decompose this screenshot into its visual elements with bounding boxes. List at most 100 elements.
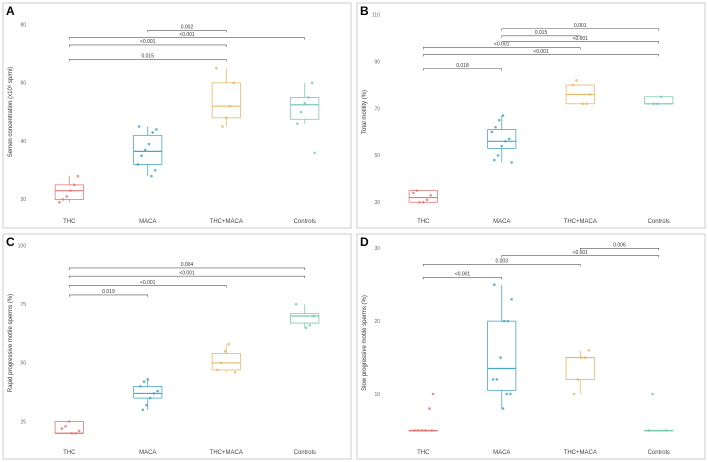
data-point	[651, 392, 654, 396]
chart-panel-d: D 10 20 30 Slow progressive motile sperms (%…	[354, 231, 708, 462]
bracket-line	[422, 277, 503, 280]
p-value-label: <0.001	[179, 32, 195, 38]
box-controls	[644, 96, 674, 105]
bracket-line	[422, 47, 581, 50]
data-point	[216, 368, 219, 372]
y-tick-label: 90	[374, 59, 380, 65]
bracket-line	[422, 54, 660, 57]
x-tick-label: THC	[417, 450, 430, 456]
y-tick-label: 25	[20, 419, 26, 425]
data-point	[506, 319, 510, 323]
x-tick-label: MACA	[493, 219, 510, 225]
bracket-line	[501, 41, 660, 44]
data-point	[510, 161, 513, 164]
data-point	[137, 125, 141, 128]
data-point	[61, 198, 65, 201]
comparison-bracket: 0.018	[422, 63, 503, 71]
data-point	[313, 151, 316, 155]
data-point	[580, 356, 583, 359]
comparison-bracket: 0.019	[68, 289, 149, 297]
bracket-line	[68, 37, 306, 40]
p-value-label: 0.004	[181, 262, 194, 268]
box-body	[211, 353, 241, 371]
bracket-line	[501, 35, 581, 38]
x-tick-label: Controls	[294, 219, 316, 225]
data-point	[76, 174, 80, 178]
box-thc-maca	[211, 344, 241, 373]
box-body	[290, 97, 320, 120]
data-point	[233, 371, 237, 374]
x-tick-label: THC+MACA	[210, 450, 243, 456]
p-value-label: 0.015	[535, 30, 548, 36]
y-tick-label: 100	[18, 243, 27, 249]
comparison-bracket: 0.002	[147, 25, 227, 33]
bracket-line	[422, 264, 581, 267]
p-value-label: <0.001	[494, 42, 510, 48]
x-tick-label: MACA	[139, 450, 156, 456]
comparison-bracket: 0.004	[68, 262, 306, 270]
y-tick-label: 75	[20, 302, 26, 308]
data-point	[146, 378, 150, 381]
comparison-bracket: 0.006	[579, 242, 660, 251]
data-point	[572, 392, 576, 396]
data-point	[430, 429, 434, 432]
p-value-label: 0.001	[574, 23, 587, 29]
data-point	[647, 429, 651, 432]
bracket-line	[68, 59, 227, 62]
y-tick-label: 50	[20, 361, 26, 367]
data-point	[143, 148, 147, 152]
data-point	[652, 102, 656, 106]
data-point	[500, 144, 504, 148]
p-value-label: <0.001	[573, 250, 589, 256]
data-point	[576, 378, 580, 381]
data-point	[299, 110, 303, 114]
x-tick-label: MACA	[139, 219, 156, 225]
p-value-label: 0.002	[181, 25, 194, 31]
data-point	[424, 429, 428, 432]
box-body	[487, 129, 517, 149]
box-body	[211, 82, 241, 119]
box-body	[290, 313, 320, 324]
data-point	[77, 429, 81, 433]
data-point	[431, 392, 435, 396]
y-tick-label: 10	[374, 392, 380, 398]
y-tick-label: 20	[20, 197, 26, 203]
bracket-line	[68, 294, 149, 297]
p-value-label: <0.001	[455, 272, 471, 278]
comparison-bracket: <0.001	[422, 272, 503, 280]
data-point	[509, 392, 512, 396]
x-tick-label: MACA	[493, 450, 510, 456]
chart-panel-c: C 25 50 75 100 Rapid progressive motile sperm…	[0, 231, 354, 462]
data-point	[140, 154, 143, 158]
data-point	[659, 95, 663, 99]
comparison-bracket: <0.001	[422, 42, 581, 50]
x-tick-label: Controls	[294, 450, 316, 456]
data-point	[587, 348, 591, 352]
data-point	[65, 195, 69, 198]
panel-letter: A	[6, 4, 15, 18]
comparison-bracket: <0.001	[422, 49, 660, 57]
data-point	[415, 189, 419, 192]
data-point	[58, 201, 61, 204]
data-point	[504, 140, 507, 143]
data-point	[413, 429, 416, 432]
panel-letter: B	[360, 4, 369, 18]
box-body	[487, 320, 517, 391]
p-value-label: <0.001	[140, 280, 156, 286]
x-tick-label: THC	[63, 450, 76, 456]
y-tick-label: 40	[20, 139, 26, 145]
data-point	[145, 403, 148, 407]
panel-letter: D	[360, 235, 369, 249]
comparison-bracket: 0.001	[501, 23, 660, 31]
comparison-bracket: <0.001	[501, 250, 660, 258]
y-axis-label: Total motility (%)	[362, 90, 368, 134]
x-tick-label: THC	[63, 219, 76, 225]
data-point	[425, 198, 429, 202]
data-point	[69, 189, 72, 192]
comparison-bracket: 0.003	[422, 259, 581, 267]
y-axis-label: Rapid progressive motile sperms (%)	[8, 294, 14, 392]
box-maca	[487, 284, 517, 409]
y-axis-label: Slow progressive motile sperms (%)	[362, 295, 368, 391]
data-point	[502, 319, 506, 323]
y-tick-label: 20	[374, 319, 380, 325]
